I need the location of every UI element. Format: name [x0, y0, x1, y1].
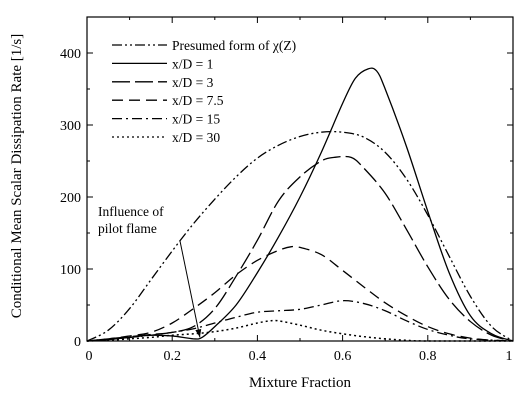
legend-label-4: x/D = 7.5 [172, 93, 224, 108]
plot-border [86, 16, 514, 342]
series-line-1 [86, 130, 514, 342]
x-tick-label: 0.4 [249, 349, 267, 364]
legend-label-2: x/D = 1 [172, 56, 213, 71]
y-tick-label: 200 [60, 191, 81, 206]
annotation-arrow [179, 240, 201, 338]
x-tick-label: 0.8 [419, 349, 437, 364]
plot-frame [86, 16, 514, 342]
x-tick-label: 0.6 [334, 349, 352, 364]
y-tick-label: 400 [60, 47, 81, 62]
series-line-4 [86, 245, 514, 342]
y-tick-label: 0 [74, 335, 81, 350]
series-line-2 [86, 67, 514, 342]
legend-label-1: Presumed form of χ(Z) [172, 38, 296, 53]
y-tick-label: 300 [60, 119, 81, 134]
annotation-line-2: pilot flame [98, 221, 157, 236]
ticks-layer: 0 0.2 0.4 0.6 0.8 1 0 100 200 300 400 [60, 17, 514, 364]
y-tick-label: 100 [60, 263, 81, 278]
series-line-6 [86, 319, 514, 342]
series-line-5 [86, 300, 514, 342]
legend: Presumed form of χ(Z) x/D = 1 x/D = 3 x/D =… [112, 38, 296, 145]
x-tick-label: 0 [86, 349, 93, 364]
annotation-arrowhead [195, 328, 202, 338]
legend-label-3: x/D = 3 [172, 75, 214, 90]
x-axis-label: Mixture Fraction [249, 375, 352, 391]
x-tick-label: 1 [506, 349, 513, 364]
x-tick-label: 0.2 [163, 349, 181, 364]
y-axis-label: Conditional Mean Scalar Dissipation Rate… [9, 34, 25, 319]
annotation-layer: Influence of pilot flame [98, 204, 202, 338]
series-line-3 [86, 155, 514, 342]
annotation-text: Influence of pilot flame [98, 204, 164, 236]
legend-label-6: x/D = 30 [172, 130, 220, 145]
series-layer [86, 67, 514, 342]
legend-label-5: x/D = 15 [172, 112, 220, 127]
annotation-line-1: Influence of [98, 204, 164, 219]
